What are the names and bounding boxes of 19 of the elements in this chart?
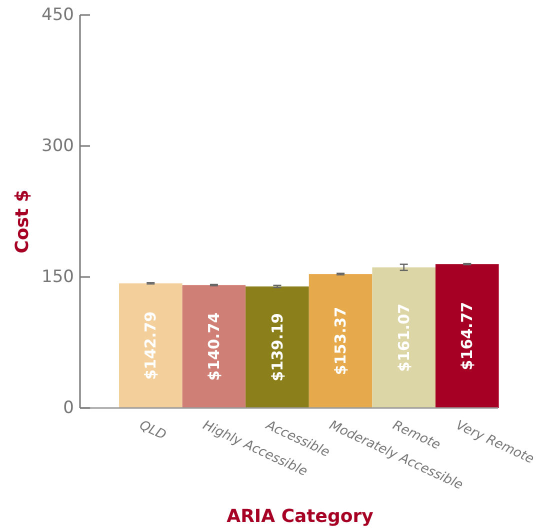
data-label: $164.77: [458, 302, 476, 370]
y-tick-label: 150: [42, 267, 74, 287]
data-label: $139.19: [268, 313, 286, 382]
bar: [436, 264, 499, 408]
bar: [308, 274, 372, 408]
y-axis-title: Cost $: [12, 190, 33, 254]
y-tick-label: 300: [42, 136, 74, 156]
bar: [372, 267, 436, 408]
bar: [119, 283, 182, 408]
x-tick-label: QLD: [136, 418, 168, 444]
data-label: $153.37: [332, 306, 350, 376]
bar: [182, 285, 246, 408]
data-label: $142.79: [142, 311, 160, 380]
y-tick-label: 450: [42, 5, 74, 25]
data-label: $161.07: [394, 304, 413, 372]
y-tick-label: 0: [63, 398, 74, 418]
x-axis-title: ARIA Category: [226, 506, 374, 527]
data-label: $140.74: [204, 312, 223, 381]
bar: [246, 286, 309, 408]
